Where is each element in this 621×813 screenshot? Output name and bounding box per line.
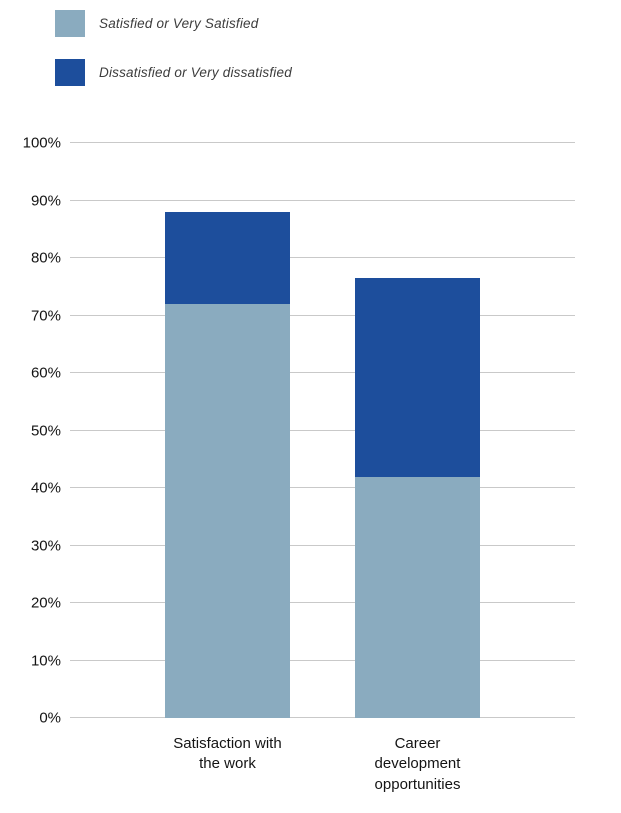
y-axis-tick-label: 70% [30, 307, 61, 324]
gridline [70, 602, 575, 603]
y-axis-tick-label: 30% [30, 537, 61, 554]
y-axis-tick-label: 10% [30, 652, 61, 669]
y-axis-tick-label: 90% [30, 192, 61, 209]
gridline [70, 314, 575, 316]
y-axis-tick-label: 80% [30, 249, 61, 267]
gridline [70, 142, 575, 143]
y-axis-tick-label: 0% [39, 709, 61, 727]
legend-swatch-satisfied [55, 9, 85, 37]
gridline [70, 372, 575, 373]
legend-swatch-dissatisfied [55, 58, 85, 86]
legend-item-satisfied: Satisfied or Very Satisfied [55, 8, 292, 38]
bar-segment-satisfied [165, 304, 290, 718]
gridline [70, 544, 575, 546]
x-axis-category-label: Satisfaction with the work [173, 735, 282, 773]
gridline [70, 717, 575, 718]
bar-1 [165, 143, 290, 718]
gridline [70, 199, 575, 201]
gridline [70, 257, 575, 258]
bar-segment-dissatisfied [355, 278, 480, 477]
bar-2 [355, 143, 480, 718]
gridline [70, 429, 575, 431]
bar-segment-satisfied [355, 476, 480, 718]
bar-segment-dissatisfied [165, 212, 290, 304]
legend-item-dissatisfied: Dissatisfied or Very dissatisfied [55, 57, 292, 87]
legend-label-satisfied: Satisfied or Very Satisfied [99, 15, 259, 31]
plot-area: 0% 10% 20% 30% 40% 50% 60% 70% 80% 90% 100% Satisfa… [23, 135, 575, 793]
y-axis-tick-label: 40% [30, 479, 61, 497]
y-axis-tick-label: 50% [30, 422, 61, 439]
y-axis-tick-label: 100% [22, 134, 61, 152]
gridline [70, 659, 575, 661]
x-axis-category-label: Career development opportunities [374, 735, 461, 793]
legend-label-dissatisfied: Dissatisfied or Very dissatisfied [99, 64, 292, 80]
chart-legend: Satisfied or Very Satisfied Dissatisfied… [55, 8, 292, 106]
y-axis-tick-label: 60% [30, 364, 61, 382]
y-axis-tick-label: 20% [30, 594, 61, 612]
gridline [70, 487, 575, 488]
